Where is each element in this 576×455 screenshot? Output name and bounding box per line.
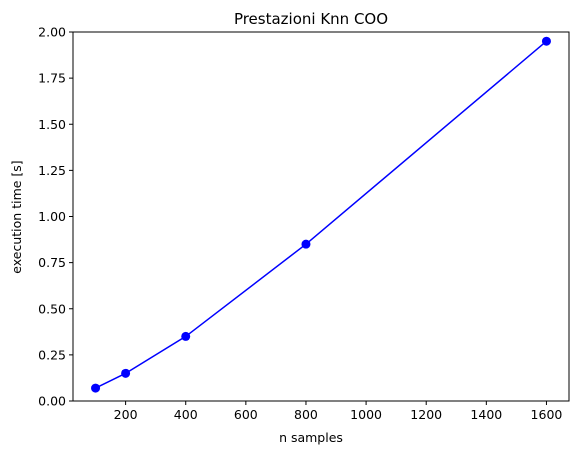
data-point (541, 36, 551, 46)
data-point (91, 383, 101, 393)
x-tick-label: 400 (174, 407, 198, 422)
y-tick-label: 1.50 (38, 117, 66, 132)
y-tick-label: 0.75 (38, 255, 66, 270)
x-tick-label: 1400 (470, 407, 502, 422)
x-tick-label: 200 (114, 407, 138, 422)
data-point (301, 239, 311, 249)
data-point (181, 331, 191, 341)
x-tick-label: 800 (294, 407, 318, 422)
x-axis-label: n samples (279, 430, 343, 445)
y-tick-label: 1.25 (38, 163, 66, 178)
x-tick-label: 600 (234, 407, 258, 422)
y-tick-label: 1.75 (38, 71, 66, 86)
plot-area: 200 400 600 800 1000 1200 1400 1600 0.00 0.25 0.50… (38, 25, 570, 422)
y-tick-label: 1.00 (38, 209, 66, 224)
y-tick-label: 0.00 (38, 394, 66, 409)
axes-frame (72, 31, 570, 402)
series-line (95, 40, 547, 389)
x-tick-label: 1000 (350, 407, 382, 422)
y-tick-label: 2.00 (38, 25, 66, 40)
x-tick-label: 1600 (531, 407, 563, 422)
x-tick-label: 1200 (410, 407, 442, 422)
chart-title: Prestazioni Knn COO (234, 10, 388, 28)
y-tick-label: 0.25 (38, 347, 66, 362)
y-tick-label: 0.50 (38, 301, 66, 316)
y-axis-label: execution time [s] (9, 160, 24, 273)
data-point (121, 368, 131, 378)
